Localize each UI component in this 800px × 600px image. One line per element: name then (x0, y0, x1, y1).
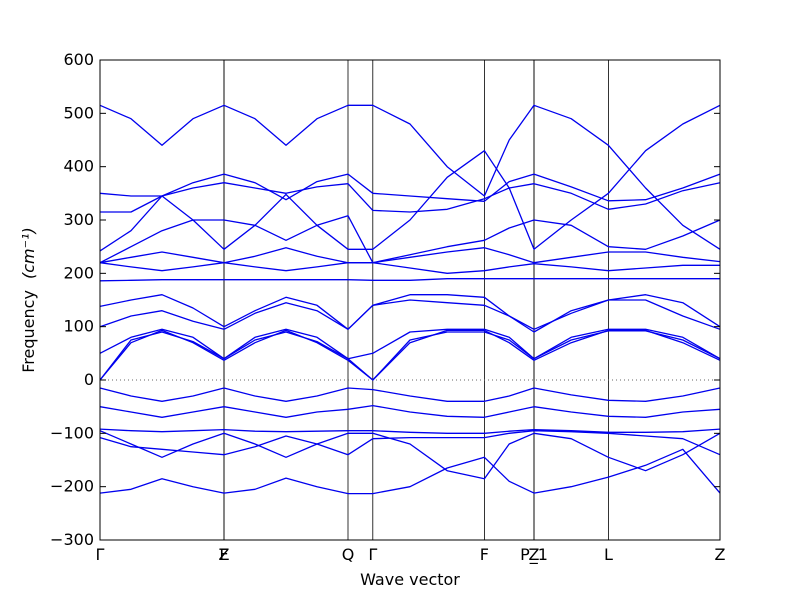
svg-text:Frequency (cm⁻¹): Frequency (cm⁻¹) (19, 227, 38, 372)
band-line-9 (99, 299, 721, 330)
band-line-18 (99, 104, 721, 250)
y-axis-unit: (cm⁻¹) (19, 227, 38, 279)
y-axis-label-group: Frequency (cm⁻¹) (19, 227, 38, 372)
x-tick-label-5: F (480, 545, 489, 564)
band-line-5 (99, 387, 721, 402)
x-axis-label: Wave vector (360, 570, 460, 589)
y-tick-label-2: −100 (50, 423, 94, 442)
y-tick-label-7: 400 (63, 157, 94, 176)
x-tick-label-1: Z (219, 545, 230, 564)
x-tick-label-0: Γ (96, 545, 105, 564)
y-tick-label-4: 100 (63, 317, 94, 336)
band-line-4 (99, 404, 721, 418)
x-tick-label-9: Z (715, 545, 726, 564)
band-line-12 (99, 262, 720, 274)
band-line-11 (99, 278, 720, 282)
y-tick-label-9: 600 (63, 50, 94, 69)
band-line-15 (99, 104, 721, 252)
y-axis-label: Frequency (19, 290, 38, 373)
band-line-7 (99, 330, 721, 381)
y-tick-label-1: −200 (50, 477, 94, 496)
band-line-8 (99, 328, 721, 360)
band-line-3 (99, 428, 721, 434)
y-tick-label-0: −300 (50, 530, 94, 549)
x-axis-ticks: Γ ZF Q Γ F P_1Z L Z (96, 545, 726, 565)
band-line-0 (99, 448, 721, 495)
x-tick-label-7: Z (529, 545, 540, 564)
band-line-17 (99, 173, 721, 202)
band-line-10 (99, 294, 721, 333)
x-tick-label-2: F (219, 545, 228, 564)
band-line-13 (99, 247, 721, 264)
y-tick-label-8: 500 (63, 103, 94, 122)
x-tick-label-4: Γ (368, 545, 377, 564)
band-line-14 (99, 215, 721, 264)
band-line-16 (100, 182, 721, 213)
y-axis-ticks: −300 −200 −100 0 100 200 300 400 500 600 (50, 50, 720, 549)
band-lines (99, 104, 721, 495)
y-tick-label-6: 300 (63, 210, 94, 229)
x-tick-label-8: L (604, 545, 613, 564)
band-line-2 (99, 430, 721, 456)
y-tick-label-5: 200 (63, 263, 94, 282)
plot-frame (99, 59, 721, 541)
x-tick-label-6: P_1 (520, 545, 548, 565)
x-tick-label-3: Q (342, 545, 355, 564)
y-tick-label-3: 0 (84, 370, 94, 389)
